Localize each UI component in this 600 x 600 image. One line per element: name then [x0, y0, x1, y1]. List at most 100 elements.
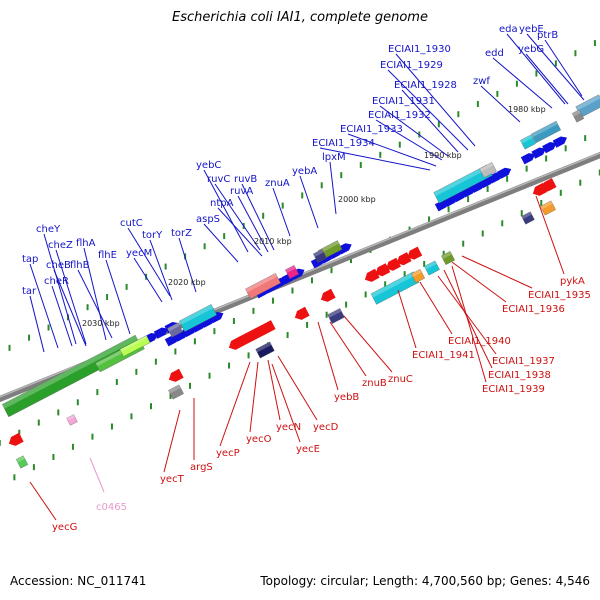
leader-line	[544, 39, 583, 97]
gene-label-ruvb: ruvB	[234, 174, 257, 185]
leader-line	[267, 359, 281, 421]
feature-band-navy	[255, 341, 275, 359]
gene-label-torz: torZ	[171, 228, 192, 239]
leader-line	[480, 85, 521, 123]
leader-line	[29, 295, 45, 353]
leader-line	[217, 207, 263, 257]
feature-band-green	[2, 334, 142, 418]
leader-line	[105, 259, 131, 335]
gene-label-zwf: zwf	[473, 76, 490, 87]
leader-line	[249, 361, 259, 433]
leader-line	[271, 363, 301, 443]
forward-gene-arrow	[520, 153, 536, 165]
gene-label-ptrb: ptrB	[537, 30, 558, 41]
leader-line	[492, 57, 553, 109]
reverse-gene-arrow	[260, 320, 276, 334]
gene-label-yecp: yecP	[216, 448, 240, 459]
gene-label-ruvc: ruvC	[207, 174, 230, 185]
feature-band-navy	[327, 308, 345, 324]
feature-band-grey	[571, 109, 585, 123]
gene-label-cher: cheR	[44, 276, 69, 287]
gene-label-eciai1_1933: ECIAI1_1933	[340, 124, 403, 135]
leader-line	[387, 69, 469, 151]
leader-line	[451, 265, 487, 383]
leader-line	[214, 183, 261, 251]
gene-label-cheb: cheB	[46, 260, 71, 271]
gene-label-yecm: yecM	[126, 248, 152, 259]
feature-band-orange	[411, 269, 425, 283]
gene-label-ruva: ruvA	[230, 186, 253, 197]
reverse-gene-arrow	[364, 268, 380, 282]
gene-label-yebe: yebE	[519, 24, 544, 35]
gene-label-eciai1_1935: ECIAI1_1935	[528, 290, 591, 301]
leader-line	[419, 281, 453, 335]
feature-band-grey	[479, 162, 497, 178]
gene-label-flhb: flhB	[70, 260, 90, 271]
leader-line	[526, 33, 585, 101]
gene-label-znub: znuB	[362, 378, 387, 389]
gene-label-yecg: yecG	[52, 522, 77, 533]
leader-line	[317, 321, 339, 391]
leader-line	[51, 285, 73, 347]
gene-label-eciai1_1940: ECIAI1_1940	[448, 336, 511, 347]
leader-line	[319, 147, 431, 171]
leader-line	[127, 227, 171, 297]
accession-label: Accession: NC_011741	[10, 574, 147, 588]
reverse-gene-arrow	[320, 288, 336, 302]
feature-band-orange	[540, 200, 556, 216]
leader-line	[329, 161, 337, 215]
gene-label-yeco: yecO	[246, 434, 272, 445]
leader-line	[535, 195, 565, 275]
gene-label-c0465: c0465	[96, 502, 127, 513]
gene-label-eciai1_1937: ECIAI1_1937	[492, 356, 555, 367]
gene-label-eciai1_1928: ECIAI1_1928	[394, 80, 457, 91]
leader-line	[43, 233, 77, 345]
gene-label-eciai1_1931: ECIAI1_1931	[372, 96, 435, 107]
leader-line	[55, 249, 87, 345]
leader-line	[29, 481, 57, 521]
leader-line	[149, 239, 173, 301]
leader-line	[203, 169, 249, 253]
forward-gene-arrow	[552, 136, 568, 148]
leader-line	[77, 269, 113, 339]
leader-line	[203, 223, 239, 263]
leader-line	[525, 53, 569, 105]
gene-label-pyka: pykA	[560, 276, 585, 287]
leader-line	[451, 261, 507, 303]
position-label: 2030 kbp	[82, 319, 120, 328]
leader-line	[379, 105, 449, 157]
gene-label-eciai1_1934: ECIAI1_1934	[312, 138, 375, 149]
gene-label-eda: eda	[499, 24, 518, 35]
gene-label-lpxm: lpxM	[322, 152, 346, 163]
gene-label-edd: edd	[485, 48, 504, 59]
forward-gene-arrow	[496, 167, 512, 179]
gene-label-eciai1_1929: ECIAI1_1929	[380, 60, 443, 71]
leader-line	[163, 409, 181, 473]
feature-band-lime	[119, 335, 151, 357]
forward-gene-arrow	[153, 327, 169, 339]
gene-label-eciai1_1930: ECIAI1_1930	[388, 44, 451, 55]
leader-line	[178, 237, 197, 293]
gene-label-yebg: yebG	[518, 44, 544, 55]
feature-band-navy	[521, 211, 535, 225]
reverse-gene-arrow	[375, 263, 391, 277]
reverse-gene-arrow	[294, 306, 310, 320]
leader-line	[89, 457, 105, 493]
feature-band-pink	[66, 414, 78, 426]
feature-band-navy	[313, 249, 327, 263]
gene-label-znua: znuA	[265, 178, 290, 189]
feature-band-olive	[441, 251, 455, 265]
feature-band-green	[15, 455, 29, 469]
leader-line	[237, 195, 269, 253]
feature-band-magenta	[285, 265, 299, 279]
position-label: 2020 kbp	[168, 278, 206, 287]
forward-gene-arrow	[531, 147, 546, 159]
feature-band-slate	[167, 322, 183, 338]
leader-line	[461, 255, 533, 289]
leader-line	[437, 275, 497, 355]
leader-line	[329, 321, 367, 377]
feature-band-cyan	[179, 304, 217, 332]
gene-label-yebb: yebB	[334, 392, 359, 403]
feature-band-teal	[531, 120, 561, 144]
